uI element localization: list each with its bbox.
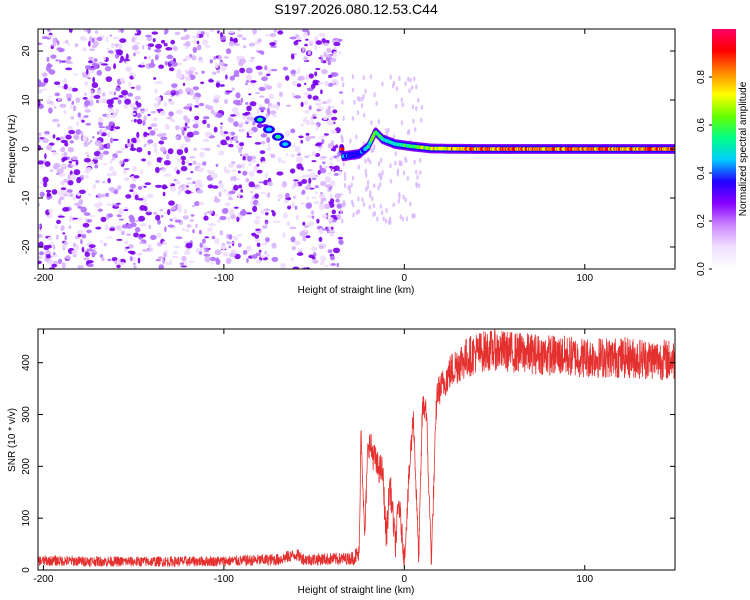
y-tick-label: 0 xyxy=(21,567,32,573)
snr-y-label: SNR (10 * v/v) xyxy=(7,408,18,472)
colorbar-gradient xyxy=(712,29,736,269)
spectrogram-y-label: Frequency (Hz) xyxy=(7,115,18,184)
x-tick-label: 100 xyxy=(576,273,593,284)
colorbar-tick-label: 0.4 xyxy=(696,166,707,180)
y-tick-label: 20 xyxy=(21,45,32,57)
colorbar: 0.0 0.2 0.4 0.6 0.8 Normalized spectral ampl… xyxy=(696,29,749,276)
snr-y-ticks: 0 100 200 300 400 xyxy=(21,354,675,573)
x-tick-label: -200 xyxy=(33,273,53,284)
y-tick-label: -20 xyxy=(21,239,32,254)
x-tick-label: -200 xyxy=(33,574,53,585)
y-tick-label: 400 xyxy=(21,354,32,371)
colorbar-label: Normalized spectral amplitude xyxy=(738,81,749,216)
spectrogram-x-label: Height of straight line (km) xyxy=(298,285,415,296)
y-tick-label: 10 xyxy=(21,94,32,106)
y-tick-label: 0 xyxy=(21,146,32,152)
x-tick-label: 0 xyxy=(402,273,408,284)
y-tick-label: 300 xyxy=(21,406,32,423)
y-tick-label: 200 xyxy=(21,458,32,475)
snr-frame xyxy=(37,328,676,571)
figure-title: S197.2026.080.12.53.C44 xyxy=(274,1,438,17)
x-tick-label: -100 xyxy=(214,574,234,585)
snr-x-ticks: -200 -100 0 100 xyxy=(33,329,594,585)
colorbar-tick-label: 0.8 xyxy=(696,70,707,84)
y-tick-label: -10 xyxy=(21,190,32,205)
snr-panel: -200 -100 0 100 0 100 200 300 400 Height of str… xyxy=(7,328,676,596)
x-tick-label: 100 xyxy=(576,574,593,585)
colorbar-tick-label: 0.6 xyxy=(696,118,707,132)
spectrogram-y-ticks: -20 -10 0 10 20 xyxy=(21,45,675,254)
colorbar-ticks: 0.0 0.2 0.4 0.6 0.8 xyxy=(696,70,712,276)
x-tick-label: 0 xyxy=(402,574,408,585)
colorbar-tick-label: 0.2 xyxy=(696,214,707,228)
y-tick-label: 100 xyxy=(21,509,32,526)
snr-x-label: Height of straight line (km) xyxy=(298,585,415,596)
colorbar-tick-label: 0.0 xyxy=(696,262,707,276)
spectrogram-x-ticks: -200 -100 0 100 xyxy=(33,29,594,284)
spectrogram-heatmap xyxy=(38,29,675,269)
snr-series-line xyxy=(38,329,675,568)
x-tick-label: -100 xyxy=(214,273,234,284)
